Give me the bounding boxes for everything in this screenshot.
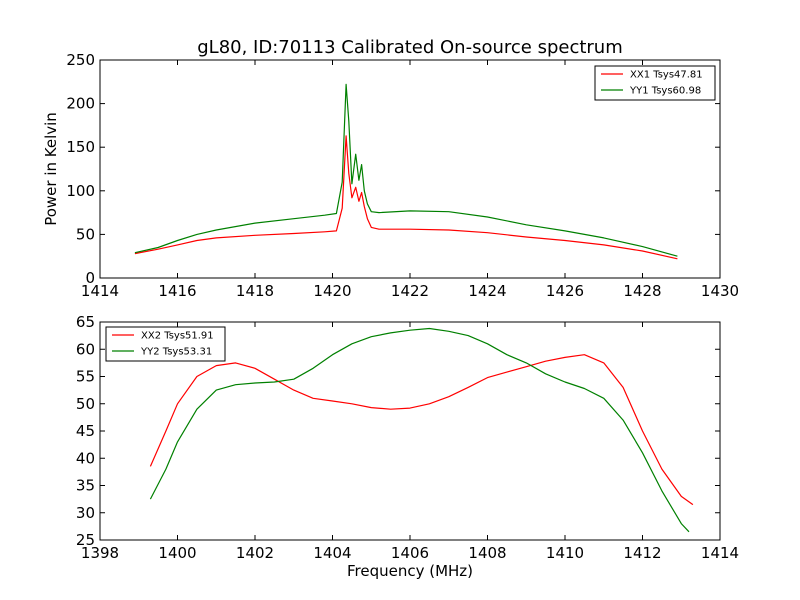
- bottom-x-tick-label: 1400: [158, 544, 196, 562]
- bottom-x-tick-label: 1410: [546, 544, 584, 562]
- bottom-x-tick-label: 1412: [623, 544, 661, 562]
- top-x-tick-label: 1418: [236, 282, 274, 300]
- bottom-y-tick-label: 60: [76, 340, 95, 358]
- top-x-tick-label: 1420: [313, 282, 351, 300]
- top-x-tick-label: 1424: [468, 282, 506, 300]
- bottom-plot: 1398 1400 1402 1404 1406 1408 1410 1412 1414 25 30…: [76, 313, 739, 580]
- bottom-y-tick-label: 55: [76, 368, 95, 386]
- bottom-x-tick-label: 1408: [468, 544, 506, 562]
- top-series-lines: [134, 83, 678, 260]
- top-plot: Power in Kelvin 1414 1416 1418 1420 1422 1424…: [42, 51, 739, 300]
- bottom-y-tick-label: 35: [76, 477, 95, 495]
- bottom-ticks: 1398 1400 1402 1404 1406 1408 1410 1412 1414 25 30…: [76, 313, 739, 562]
- bottom-x-tick-label: 1414: [701, 544, 739, 562]
- bottom-y-tick-label: 50: [76, 395, 95, 413]
- top-y-axis-label: Power in Kelvin: [42, 112, 60, 226]
- bottom-y-tick-label: 25: [76, 531, 95, 549]
- top-legend: XX1 Tsys47.81 YY1 Tsys60.98: [594, 65, 716, 101]
- bottom-x-axis-label: Frequency (MHz): [347, 562, 473, 580]
- top-series-line-1: [134, 135, 678, 260]
- bottom-x-tick-label: 1398: [81, 544, 119, 562]
- top-x-tick-label: 1426: [546, 282, 584, 300]
- bottom-series-lines: [149, 327, 694, 533]
- top-y-tick-label: 100: [66, 182, 95, 200]
- chart-title: gL80, ID:70113 Calibrated On-source spec…: [197, 37, 623, 58]
- top-legend-label-2: YY1 Tsys60.98: [629, 86, 701, 97]
- bottom-series-line-2: [149, 327, 690, 533]
- top-x-tick-label: 1422: [391, 282, 429, 300]
- top-x-tick-label: 1430: [701, 282, 739, 300]
- top-series-line-2: [134, 83, 678, 257]
- top-y-tick-label: 250: [66, 51, 95, 69]
- top-legend-label-1: XX1 Tsys47.81: [630, 70, 703, 81]
- bottom-legend-label-1: XX2 Tsys51.91: [141, 331, 214, 342]
- bottom-x-tick-label: 1402: [236, 544, 274, 562]
- top-x-tick-label: 1428: [623, 282, 661, 300]
- top-y-tick-label: 0: [85, 269, 95, 287]
- bottom-legend-label-2: YY2 Tsys53.31: [140, 347, 212, 358]
- bottom-y-tick-label: 30: [76, 504, 95, 522]
- top-x-tick-label: 1414: [81, 282, 119, 300]
- top-y-tick-label: 150: [66, 138, 95, 156]
- bottom-legend-box: [105, 326, 226, 362]
- bottom-y-tick-label: 45: [76, 422, 95, 440]
- bottom-x-tick-label: 1404: [313, 544, 351, 562]
- top-x-tick-label: 1416: [158, 282, 196, 300]
- bottom-series-line-1: [149, 354, 694, 506]
- bottom-x-tick-label: 1406: [391, 544, 429, 562]
- bottom-legend: XX2 Tsys51.91 YY2 Tsys53.31: [105, 326, 226, 362]
- bottom-y-tick-label: 40: [76, 449, 95, 467]
- top-y-tick-label: 50: [76, 225, 95, 243]
- top-legend-box: [594, 65, 716, 101]
- top-ticks: 1414 1416 1418 1420 1422 1424 1426 1428 1430 0 50 1…: [66, 51, 739, 300]
- bottom-y-tick-label: 65: [76, 313, 95, 331]
- top-y-tick-label: 200: [66, 95, 95, 113]
